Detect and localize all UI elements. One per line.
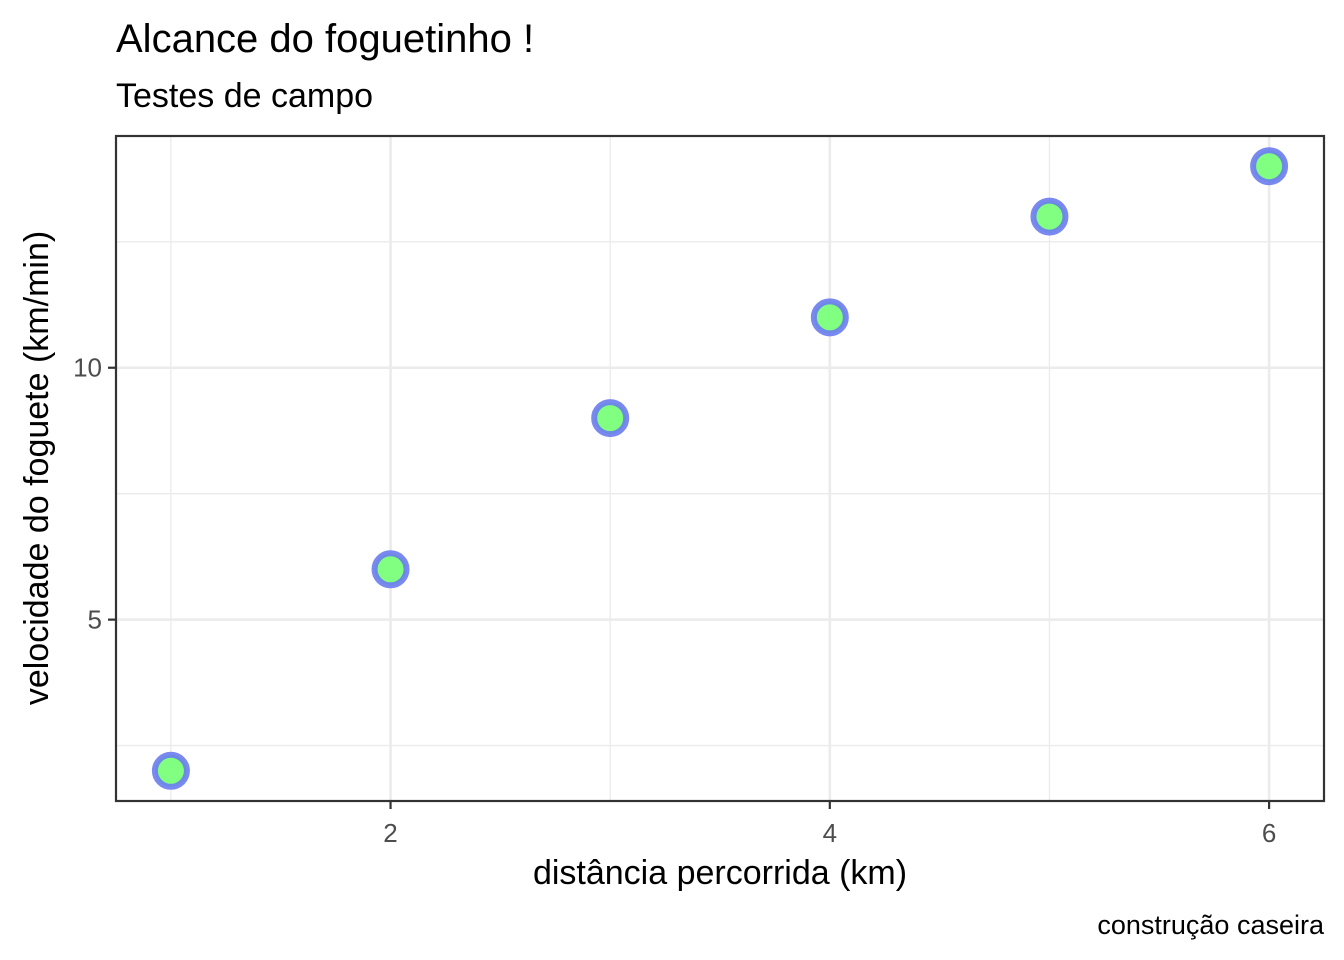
y-axis: 5 10 <box>73 353 116 635</box>
x-axis: 2 4 6 <box>383 801 1276 848</box>
y-tick-label: 5 <box>88 605 102 635</box>
panel-border <box>114 134 1326 803</box>
y-tick-label: 10 <box>73 353 102 383</box>
x-tick-label: 2 <box>383 818 397 848</box>
x-tick-label: 6 <box>1262 818 1276 848</box>
data-point <box>1030 197 1069 236</box>
chart-title: Alcance do foguetinho ! <box>116 17 534 61</box>
grid-lines <box>116 136 1324 801</box>
chart-subtitle: Testes de campo <box>116 77 373 115</box>
data-point <box>1250 147 1289 186</box>
data-point <box>371 550 410 589</box>
y-axis-title: velocidade do foguete (km/min) <box>18 231 56 705</box>
data-point <box>591 399 630 438</box>
x-axis-title: distância percorrida (km) <box>533 854 907 892</box>
chart-caption: construção caseira <box>1097 910 1325 940</box>
data-points <box>151 147 1289 790</box>
data-point <box>810 298 849 337</box>
data-point <box>151 751 190 790</box>
x-tick-label: 4 <box>823 818 837 848</box>
